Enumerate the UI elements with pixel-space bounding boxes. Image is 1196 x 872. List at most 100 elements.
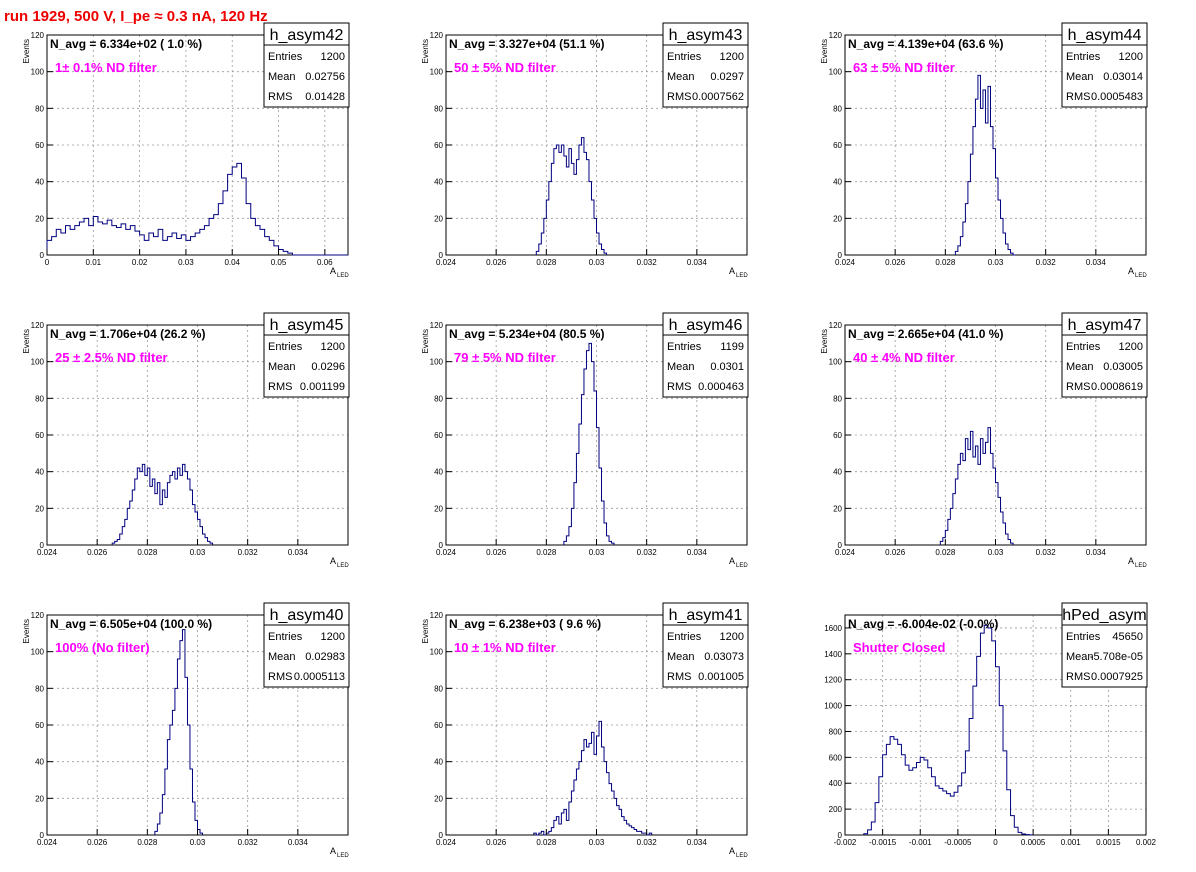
stats-value: 0.03073 (704, 651, 744, 663)
y-tick-label: 0 (439, 251, 444, 260)
histogram-line (563, 342, 615, 545)
x-tick-label: 0.03 (190, 548, 206, 557)
navg-label: N_avg = 2.665e+04 (41.0 %) (848, 327, 1003, 341)
x-tick-label: 0.002 (1136, 838, 1157, 847)
x-axis-label-sub: LED (1135, 563, 1147, 569)
filter-label: 100% (No filter) (55, 640, 150, 655)
y-tick-label: 20 (35, 214, 44, 223)
y-tick-label: 80 (434, 104, 443, 113)
y-tick-label: 100 (430, 358, 444, 367)
stats-label: RMS (667, 91, 691, 103)
y-tick-label: 0 (40, 831, 45, 840)
stats-label: RMS (268, 381, 292, 393)
stats-label: Entries (268, 341, 303, 353)
x-tick-label: 0.024 (835, 548, 856, 557)
y-tick-label: 20 (35, 504, 44, 513)
stats-label: Entries (667, 51, 702, 63)
stats-label: Mean (667, 651, 695, 663)
y-tick-label: 40 (833, 468, 842, 477)
y-tick-label: 0 (838, 251, 843, 260)
x-tick-label: 0.034 (687, 548, 708, 557)
stats-label: Entries (1066, 631, 1101, 643)
y-tick-label: 100 (829, 358, 843, 367)
x-axis-label-main: A (1128, 556, 1134, 566)
y-tick-label: 20 (434, 504, 443, 513)
stats-label: RMS (268, 91, 292, 103)
y-tick-label: 120 (430, 321, 444, 330)
stats-value: 1200 (720, 51, 744, 63)
stats-value: 1200 (321, 51, 345, 63)
x-tick-label: 0.032 (637, 548, 658, 557)
stats-value: -5.708e-05 (1090, 651, 1143, 663)
hist-name: h_asym46 (669, 317, 743, 334)
x-tick-label: 0.032 (637, 838, 658, 847)
stats-label: Mean (667, 361, 695, 373)
histogram-line (154, 629, 204, 835)
y-tick-label: 40 (35, 758, 44, 767)
stats-box (1061, 44, 1148, 108)
stats-label: Mean (1066, 651, 1094, 663)
stats-label: Entries (268, 51, 303, 63)
stats-value: 0.000463 (698, 381, 744, 393)
histogram-hPed_asym: -0.002 -0.0015 -0.001 -0.0005 0 0.0005 0.001 0.… (824, 602, 1157, 847)
y-tick-label: 800 (829, 727, 843, 736)
navg-label: N_avg = 1.706e+04 (26.2 %) (50, 327, 205, 341)
y-tick-label: 60 (434, 431, 443, 440)
stats-value: 0.0005483 (1091, 91, 1143, 103)
histogram-h_asym42: 0 0.01 0.02 0.03 0.04 0.05 0.06 0 20 40 60 80 100 120… (22, 22, 350, 279)
x-tick-label: 0.03 (178, 258, 194, 267)
y-tick-label: 40 (35, 178, 44, 187)
y-tick-label: 0 (439, 541, 444, 550)
x-tick-label: 0.026 (87, 838, 108, 847)
x-tick-label: 0.026 (486, 838, 507, 847)
x-tick-label: 0.03 (988, 258, 1004, 267)
x-axis-label-sub: LED (337, 853, 349, 859)
y-tick-label: 20 (833, 504, 842, 513)
x-tick-label: 0.032 (238, 838, 259, 847)
x-axis-label-sub: LED (736, 853, 748, 859)
y-tick-label: 120 (430, 611, 444, 620)
hist-name: h_asym42 (270, 27, 344, 44)
y-tick-label: 120 (31, 611, 45, 620)
stats-value: 1200 (321, 631, 345, 643)
y-axis-label: Events (22, 329, 31, 353)
x-tick-label: 0.0015 (1096, 838, 1121, 847)
y-axis-label: Events (820, 39, 829, 63)
stats-value: 0.03014 (1103, 71, 1143, 83)
navg-label: N_avg = 4.139e+04 (63.6 %) (848, 37, 1003, 51)
y-tick-label: 60 (833, 431, 842, 440)
stats-box (263, 624, 350, 688)
stats-value: 0.001199 (300, 381, 345, 393)
stats-label: Mean (268, 71, 296, 83)
y-axis-label: Events (22, 619, 31, 643)
y-axis-label: Events (22, 39, 31, 63)
x-tick-label: 0.026 (87, 548, 108, 557)
hist-name: hPed_asym (1062, 607, 1147, 624)
stats-value: 0.0008619 (1091, 381, 1143, 393)
x-tick-label: 0.028 (536, 838, 557, 847)
stats-label: Mean (667, 71, 695, 83)
stats-value: 1200 (720, 631, 744, 643)
y-tick-label: 80 (833, 394, 842, 403)
y-tick-label: 40 (434, 758, 443, 767)
stats-box (263, 44, 350, 108)
x-tick-label: 0.026 (486, 258, 507, 267)
x-tick-label: 0.05 (271, 258, 287, 267)
x-axis-label: ALED (330, 266, 349, 279)
x-tick-label: 0.024 (37, 838, 58, 847)
y-tick-label: 0 (439, 831, 444, 840)
x-tick-label: 0.024 (835, 258, 856, 267)
y-tick-label: 100 (31, 648, 45, 657)
filter-label: 25 ± 2.5% ND filter (55, 350, 168, 365)
y-axis-label: Events (421, 619, 430, 643)
stats-label: Entries (667, 341, 702, 353)
y-tick-label: 20 (434, 794, 443, 803)
x-axis-label-main: A (729, 266, 735, 276)
x-tick-label: -0.0005 (944, 838, 972, 847)
navg-label: N_avg = 6.238e+03 ( 9.6 %) (449, 617, 601, 631)
histogram-h_asym46: 0.024 0.026 0.028 0.03 0.032 0.034 0 20 40 60 80 10… (421, 312, 749, 569)
stats-label: Mean (1066, 71, 1094, 83)
histogram-h_asym40: 0.024 0.026 0.028 0.03 0.032 0.034 0 20 40 60 80 10… (22, 602, 350, 859)
stats-label: RMS (667, 671, 691, 683)
filter-label: 50 ± 5% ND filter (454, 60, 556, 75)
